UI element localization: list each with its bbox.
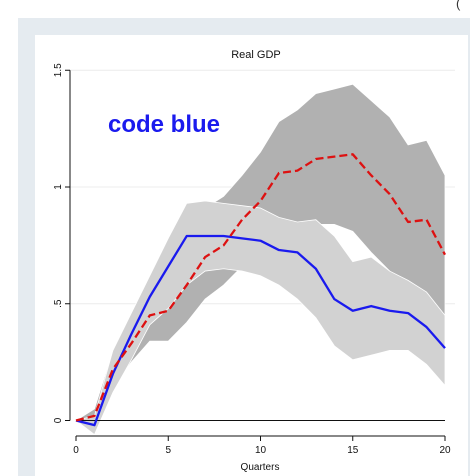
y-tick-label: 1 [53,184,64,190]
y-tick-label: 0 [53,417,64,423]
x-tick-label: 20 [439,445,451,456]
y-tick-label: .5 [53,299,64,308]
x-tick-label: 5 [165,445,171,456]
series-line-1 [75,234,446,427]
x-tick-label: 10 [255,445,267,456]
x-tick-label: 15 [347,445,359,456]
x-tick-label: 0 [73,445,79,456]
series-line-0 [75,153,447,422]
corner-glyph: ( [456,0,461,11]
x-axis-label: Quarters [241,462,280,473]
chart-annotation: code blue [108,111,220,138]
y-tick-label: 1.5 [53,63,64,77]
line-layer [75,153,447,427]
chart-title: Real GDP [231,49,281,61]
confidence-band-1 [75,200,446,436]
axis-layer: 0 .5 1 1.5 0 5 10 15 20 [53,63,451,456]
